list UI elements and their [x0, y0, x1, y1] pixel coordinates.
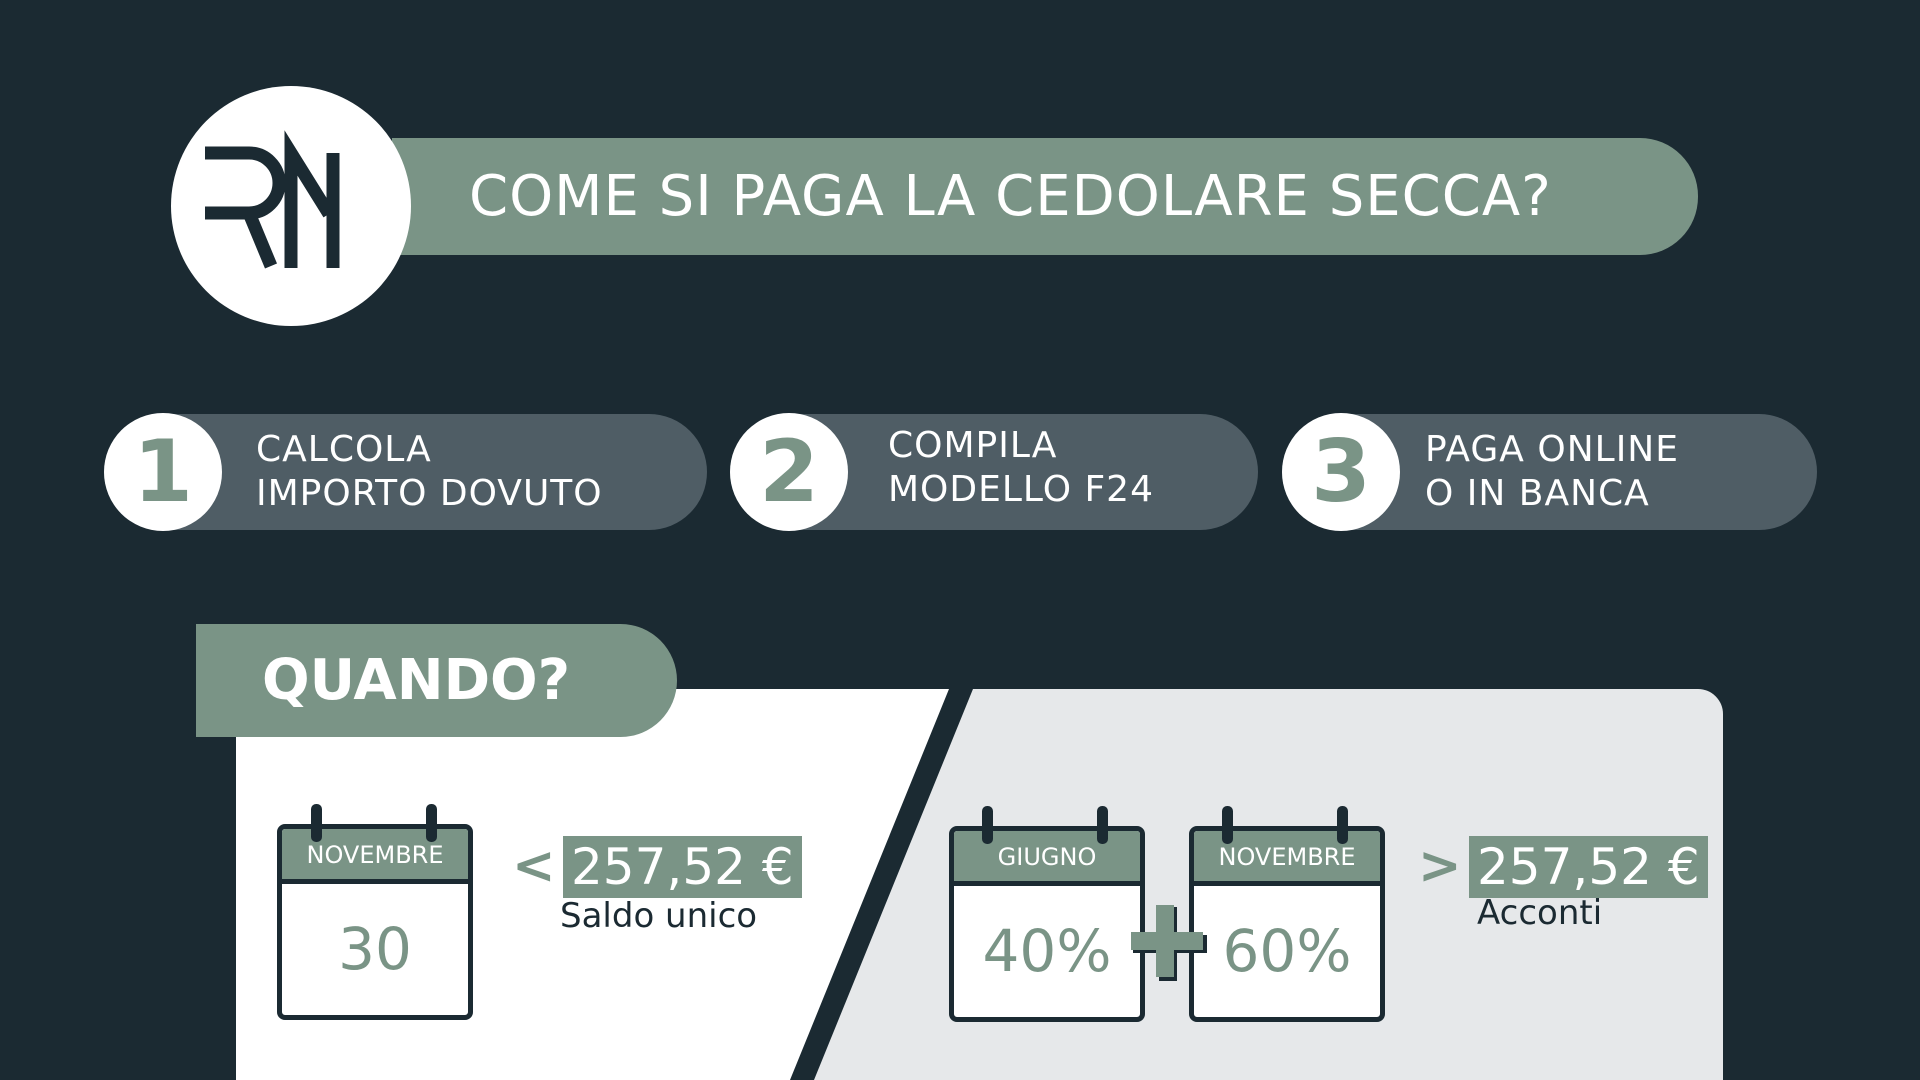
step-text: COMPILA MODELLO F24 [888, 424, 1154, 512]
step-text: CALCOLA IMPORTO DOVUTO [256, 428, 603, 516]
calendar-page: NOVEMBRE 30 [277, 824, 473, 1020]
when-heading: QUANDO? [196, 624, 677, 737]
calendar-page: GIUGNO 40% [949, 826, 1145, 1022]
step-3: 3 PAGA ONLINE O IN BANCA [1282, 413, 1817, 531]
calendar-ring-icon [311, 804, 322, 842]
page-title: COME SI PAGA LA CEDOLARE SECCA? [392, 138, 1698, 255]
step-text: PAGA ONLINE O IN BANCA [1425, 428, 1679, 516]
calendar-june: GIUGNO 40% [949, 806, 1145, 1022]
calendar-page: NOVEMBRE 60% [1189, 826, 1385, 1022]
calendar-month: GIUGNO [954, 831, 1140, 886]
calendar-november-2: NOVEMBRE 60% [1189, 806, 1385, 1022]
plus-icon [1131, 905, 1207, 981]
plus-bar-horizontal [1131, 932, 1203, 950]
greater-than-sign: > [1418, 836, 1462, 896]
step-1: 1 CALCOLA IMPORTO DOVUTO [104, 413, 707, 531]
single-amount: 257,52 € [563, 836, 802, 898]
step-text-line2: O IN BANCA [1425, 473, 1650, 514]
split-label: Acconti [1477, 893, 1603, 933]
step-text-line1: PAGA ONLINE [1425, 429, 1679, 470]
calendar-ring-icon [1097, 806, 1108, 844]
calendar-month: NOVEMBRE [282, 829, 468, 884]
step-number: 3 [1282, 413, 1400, 531]
step-text-line2: IMPORTO DOVUTO [256, 473, 603, 514]
calendar-ring-icon [982, 806, 993, 844]
step-number: 2 [730, 413, 848, 531]
calendar-percent: 60% [1222, 917, 1352, 985]
rm-logo-icon [205, 130, 340, 269]
calendar-november: NOVEMBRE 30 [277, 804, 473, 1020]
rm-logo [171, 86, 411, 326]
calendar-day: 30 [338, 915, 412, 983]
calendar-ring-icon [426, 804, 437, 842]
step-text-line2: MODELLO F24 [888, 469, 1154, 510]
step-number: 1 [104, 413, 222, 531]
split-amount: 257,52 € [1469, 836, 1708, 898]
step-2: 2 COMPILA MODELLO F24 [730, 413, 1258, 531]
less-than-sign: < [512, 836, 556, 896]
step-text-line1: CALCOLA [256, 429, 432, 470]
calendar-ring-icon [1222, 806, 1233, 844]
step-text-line1: COMPILA [888, 425, 1058, 466]
calendar-percent: 40% [982, 917, 1112, 985]
single-label: Saldo unico [560, 896, 758, 936]
calendar-ring-icon [1337, 806, 1348, 844]
